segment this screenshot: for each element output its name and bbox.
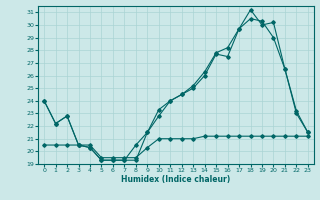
X-axis label: Humidex (Indice chaleur): Humidex (Indice chaleur) — [121, 175, 231, 184]
